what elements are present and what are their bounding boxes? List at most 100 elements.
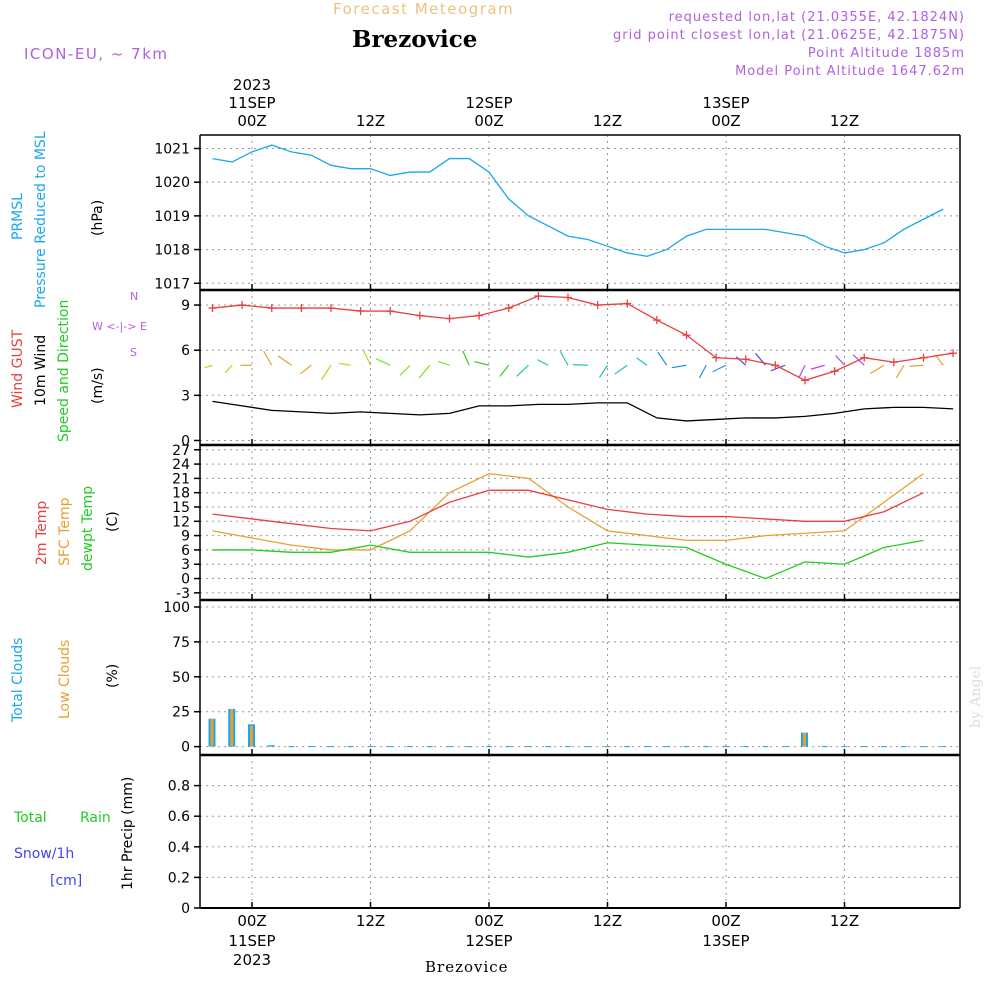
gust-marker: [267, 304, 276, 313]
wind-vector: [418, 364, 431, 379]
gust-marker: [949, 349, 958, 358]
wind-vector: [636, 357, 648, 366]
wind-vector: [735, 356, 747, 366]
model-label: ICON-EU, ~ 7km: [24, 45, 169, 63]
precip-cm-label: [cm]: [50, 873, 83, 889]
gust-marker: [564, 293, 572, 302]
y-tick-label: 24: [172, 457, 190, 473]
grid-coords: grid point closest lon,lat (21.0625E, 42…: [613, 28, 965, 43]
bottom-axis-label: 2023: [232, 951, 272, 969]
station-title: Brezovice: [352, 26, 478, 53]
compass-s: S: [130, 346, 137, 359]
y-tick-label: 9: [181, 298, 190, 314]
wind-vector: [835, 355, 845, 366]
y-tick-label: 6: [181, 343, 190, 359]
gust-marker: [801, 376, 809, 385]
wind-vector: [810, 364, 825, 370]
y-tick-label: 15: [172, 500, 190, 516]
gust-marker: [445, 314, 454, 323]
y-tick-label: 1021: [154, 141, 190, 157]
bottom-axis-label: 00Z: [711, 912, 741, 930]
y-tick-label: 0: [181, 740, 190, 756]
top-axis-label: 00Z: [474, 112, 504, 130]
bottom-axis-label: 00Z: [474, 912, 504, 930]
wind-vector: [798, 364, 806, 379]
wind-vector: [934, 354, 944, 366]
wind-vector: [559, 350, 569, 366]
dewpoint-line: [212, 539, 924, 580]
wind-vector: [572, 364, 588, 366]
gust-marker: [682, 331, 691, 340]
gust-marker: [860, 353, 869, 362]
gust-marker: [741, 355, 750, 364]
gust-marker: [238, 301, 247, 310]
wind-vector: [375, 358, 391, 366]
y-tick-label: 0.2: [168, 870, 190, 886]
y-tick-label: 0.4: [168, 840, 190, 856]
wind-vector: [499, 364, 510, 377]
y-tick-label: 75: [172, 635, 190, 651]
y-tick-label: 1019: [154, 209, 190, 225]
bottom-axis-label: 11SEP: [228, 932, 276, 950]
top-axis-label: 12Z: [355, 112, 386, 130]
gust-marker: [208, 304, 217, 313]
y-tick-label: 0: [181, 572, 190, 588]
wind-vector: [770, 364, 786, 372]
wind-vector: [438, 360, 450, 366]
low-cloud-bar: [230, 708, 234, 747]
wind-vector: [895, 364, 905, 379]
wind-vector: [462, 350, 470, 366]
y-tick-label: 0.8: [168, 779, 190, 795]
gust-marker: [712, 353, 721, 362]
gust-marker: [534, 292, 543, 301]
gust-marker: [593, 301, 602, 310]
t2m-line: [212, 489, 924, 532]
gust-marker: [386, 307, 395, 316]
gust-marker: [327, 304, 335, 313]
y-tick-label: 0: [181, 433, 190, 449]
wind-vector: [614, 364, 628, 375]
y-tick-label: 50: [172, 670, 190, 686]
wind-vector: [909, 364, 924, 367]
wind-vector: [537, 359, 549, 366]
low-cloud-bar: [803, 732, 806, 747]
total-cloud-bar: [267, 745, 275, 747]
y-tick-label: 27: [172, 443, 190, 459]
wind-vector: [599, 364, 609, 378]
y-tick-label: 0: [181, 901, 190, 917]
low-cloud-bar: [210, 718, 214, 747]
gust-marker: [919, 353, 928, 362]
bottom-axis-label: 12Z: [355, 912, 386, 930]
top-axis-label: 2023: [232, 76, 272, 94]
y-tick-label: 9: [181, 529, 190, 545]
wind-gust-line: [212, 295, 954, 381]
wind-vector: [399, 364, 411, 376]
wind-vector: [277, 355, 292, 366]
wind-vector: [204, 364, 213, 369]
gust-marker: [356, 307, 365, 316]
wind-vector: [712, 364, 727, 373]
precip-snow-label: Snow/1h: [14, 846, 75, 862]
precip-rain-label: Rain: [80, 810, 111, 826]
bottom-axis-label: 12Z: [592, 912, 623, 930]
top-axis-label: 12SEP: [465, 94, 513, 112]
y-tick-label: -3: [176, 586, 190, 602]
wind-vector: [224, 364, 233, 374]
wind-vector: [516, 364, 529, 377]
top-axis-label: 00Z: [711, 112, 741, 130]
bottom-axis-label: 12Z: [829, 912, 860, 930]
gust-marker: [504, 304, 513, 313]
pressure-line: [212, 144, 944, 257]
top-axis-label: 13SEP: [702, 94, 750, 112]
top-axis-label: 12Z: [829, 112, 860, 130]
wind-vector: [671, 364, 687, 369]
top-axis-label: 12Z: [592, 112, 623, 130]
low-cloud-bar: [250, 725, 253, 747]
compass-n: N: [130, 290, 139, 303]
wind-vector: [474, 361, 490, 366]
gust-marker: [830, 367, 839, 376]
gust-marker: [415, 311, 424, 320]
wind-vector: [363, 350, 372, 366]
bottom-axis-label: 13SEP: [702, 932, 750, 950]
